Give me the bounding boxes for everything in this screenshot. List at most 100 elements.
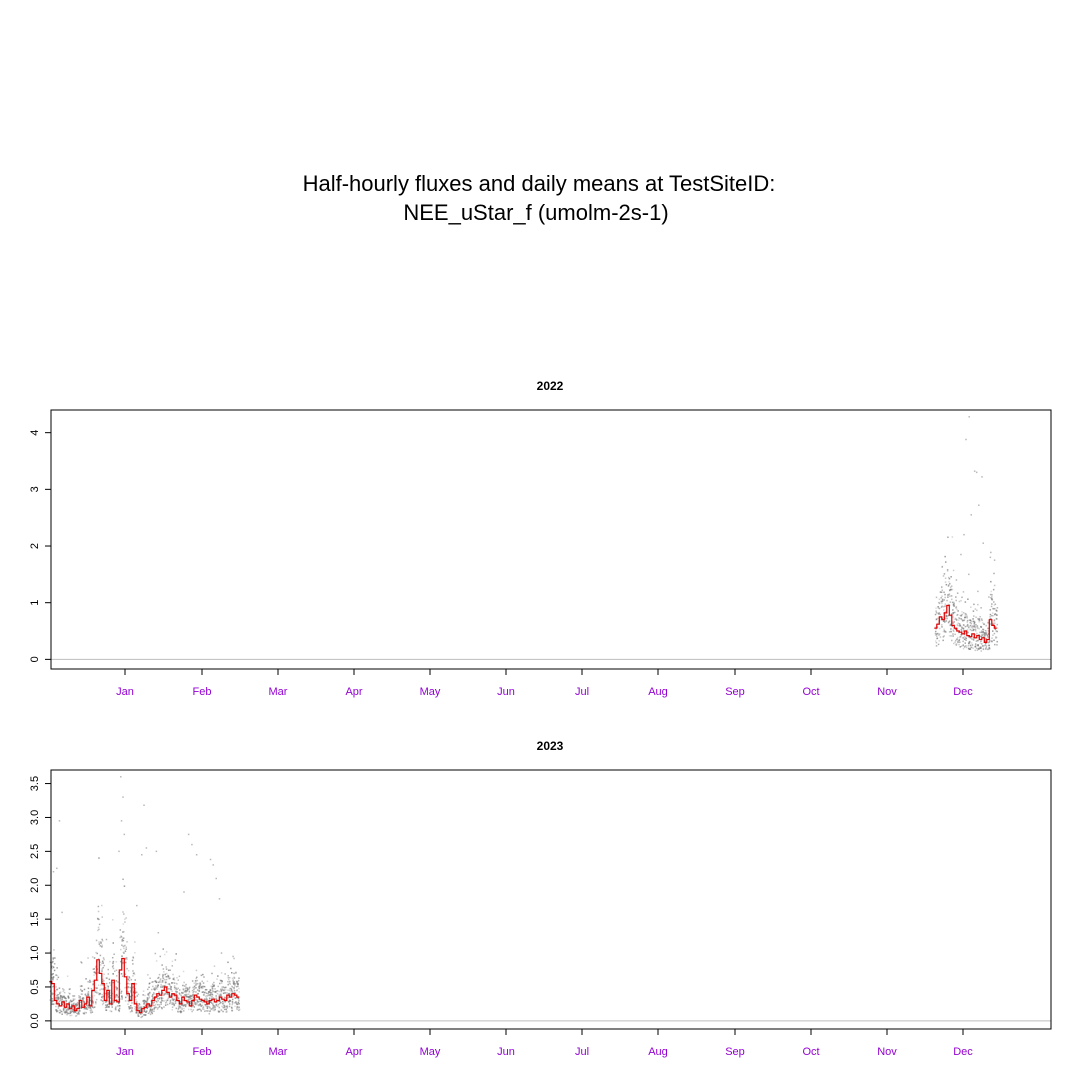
flux-point <box>974 629 977 631</box>
flux-point <box>164 982 167 984</box>
flux-outlier-point <box>122 796 124 798</box>
flux-point <box>987 622 989 624</box>
flux-point <box>980 643 983 645</box>
flux-point <box>80 962 83 964</box>
flux-point <box>103 958 105 961</box>
flux-point <box>965 616 968 619</box>
flux-point <box>938 602 940 604</box>
flux-point <box>111 919 114 921</box>
flux-point <box>967 642 970 645</box>
flux-point <box>159 1001 162 1003</box>
flux-point <box>181 991 183 994</box>
flux-point <box>974 630 977 632</box>
flux-point <box>90 1009 93 1012</box>
flux-point <box>198 985 200 988</box>
flux-point <box>198 986 200 989</box>
flux-point <box>973 620 976 623</box>
flux-point <box>972 610 975 612</box>
flux-point <box>948 634 951 637</box>
flux-point <box>127 982 129 985</box>
flux-point <box>164 1004 167 1006</box>
flux-point <box>945 620 948 622</box>
flux-point <box>955 599 957 602</box>
flux-point <box>169 987 172 990</box>
flux-point <box>85 1004 88 1007</box>
flux-point <box>988 641 991 643</box>
flux-point <box>229 983 232 985</box>
flux-point <box>954 643 957 645</box>
flux-point <box>146 1007 149 1009</box>
flux-point <box>134 941 136 943</box>
flux-point <box>941 598 944 601</box>
flux-outlier-point <box>948 593 951 595</box>
flux-point <box>66 1009 68 1012</box>
flux-point <box>989 618 991 620</box>
flux-point <box>967 598 969 600</box>
flux-point <box>950 588 952 591</box>
flux-point <box>89 1011 92 1014</box>
flux-point <box>82 999 84 1001</box>
flux-point <box>968 626 970 629</box>
flux-point <box>102 966 104 969</box>
flux-point <box>171 965 174 967</box>
flux-point <box>984 642 987 645</box>
flux-point <box>991 612 994 614</box>
flux-point <box>101 940 104 942</box>
flux-point <box>184 1005 187 1008</box>
flux-point <box>132 986 135 988</box>
flux-point <box>87 1006 90 1009</box>
flux-point <box>115 994 117 996</box>
flux-point <box>177 1005 180 1008</box>
flux-point <box>113 1001 115 1003</box>
flux-point <box>178 1004 181 1006</box>
flux-point <box>218 990 220 993</box>
flux-point <box>101 944 103 947</box>
flux-point <box>87 957 89 959</box>
flux-point <box>122 951 125 954</box>
flux-point <box>977 644 979 646</box>
flux-point <box>182 987 184 990</box>
flux-point <box>946 599 948 602</box>
flux-point <box>235 971 237 974</box>
flux-point <box>976 632 978 635</box>
flux-point <box>974 633 977 636</box>
month-label-sep: Sep <box>725 1046 745 1058</box>
flux-point <box>115 1008 117 1011</box>
flux-point <box>130 990 132 992</box>
flux-point <box>169 986 172 988</box>
flux-point <box>973 624 976 627</box>
flux-point <box>85 1008 88 1010</box>
flux-point <box>169 984 171 987</box>
flux-point <box>236 985 238 988</box>
flux-point <box>115 980 118 982</box>
flux-point <box>85 1011 88 1014</box>
flux-point <box>977 644 979 647</box>
flux-point <box>145 1014 147 1016</box>
flux-point <box>54 990 57 992</box>
flux-outlier-point <box>120 820 123 822</box>
flux-point <box>171 1002 174 1004</box>
flux-point <box>220 997 222 999</box>
flux-point <box>968 642 971 644</box>
flux-point <box>80 985 83 987</box>
flux-point <box>199 1008 201 1011</box>
flux-point <box>970 622 973 625</box>
flux-point <box>181 1004 184 1006</box>
flux-point <box>145 1011 147 1013</box>
flux-point <box>98 923 101 926</box>
flux-point <box>167 997 169 1000</box>
flux-point <box>964 612 967 615</box>
y-tick-label: 2.5 <box>29 844 41 859</box>
flux-point <box>975 640 978 642</box>
flux-point <box>162 997 164 1000</box>
flux-point <box>199 983 201 985</box>
flux-point <box>203 991 206 994</box>
flux-point <box>175 953 177 955</box>
flux-point <box>157 995 159 998</box>
flux-point <box>226 1011 228 1013</box>
flux-point <box>180 994 182 997</box>
flux-point <box>132 957 135 959</box>
flux-point <box>228 976 231 979</box>
flux-point <box>143 1003 145 1005</box>
flux-point <box>152 997 154 1000</box>
